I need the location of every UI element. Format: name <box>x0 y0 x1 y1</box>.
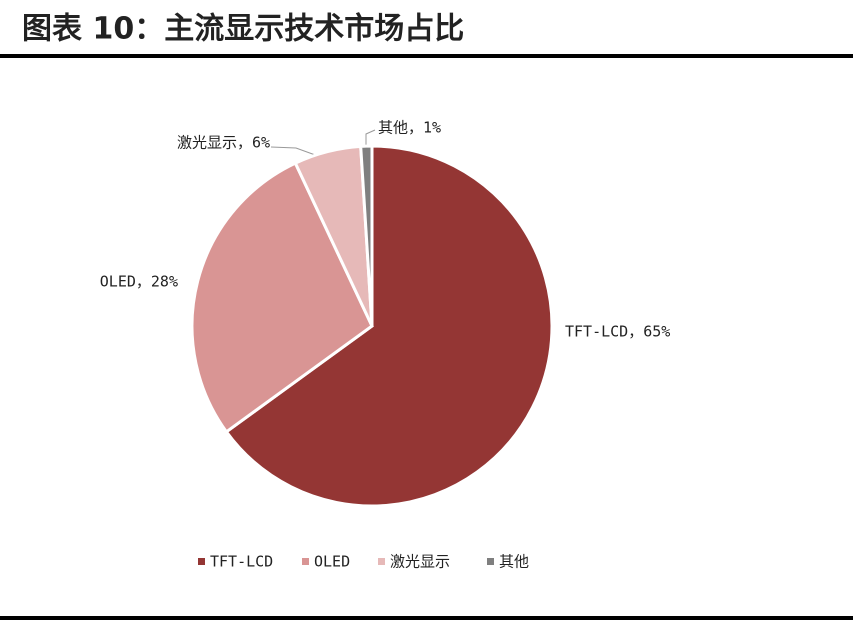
data-label: TFT-LCD，65% <box>565 323 670 341</box>
chart-title: 图表 10：主流显示技术市场占比 <box>22 12 464 47</box>
bottom-rule <box>0 616 853 620</box>
data-label: 激光显示，6% <box>177 134 270 152</box>
legend-swatch <box>302 558 309 565</box>
leader-line <box>270 146 319 157</box>
legend-label: 激光显示 <box>390 553 450 571</box>
data-label: 其他，1% <box>378 119 441 137</box>
pie-slice <box>359 144 374 327</box>
title-rule <box>0 54 853 58</box>
legend-label: 其他 <box>499 553 529 571</box>
legend-label: TFT-LCD <box>210 553 273 571</box>
legend-swatch <box>378 558 385 565</box>
legend-swatch <box>487 558 494 565</box>
legend-swatch <box>198 558 205 565</box>
legend-label: OLED <box>314 553 350 571</box>
data-label: OLED，28% <box>100 273 178 291</box>
pie-slice <box>224 144 554 508</box>
pie-slice <box>190 161 374 434</box>
